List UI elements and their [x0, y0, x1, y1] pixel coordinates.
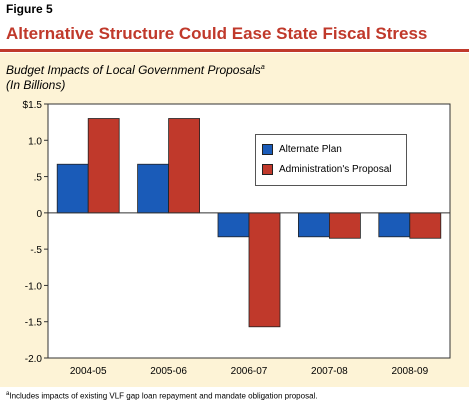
bar-administration-2005-06 — [168, 118, 201, 214]
bar-alternate-plan-2004-05 — [56, 163, 89, 214]
x-tick-label: 2006-07 — [231, 366, 268, 377]
y-tick-label: -1.0 — [25, 281, 43, 292]
chart-title-line2: (In Billions) — [6, 78, 66, 92]
x-tick-label: 2008-09 — [391, 366, 428, 377]
y-tick-label: -1.5 — [25, 318, 43, 329]
y-tick-label: 1.0 — [28, 136, 42, 147]
bar-administration-2004-05 — [87, 118, 120, 214]
bar-administration-2007-08 — [328, 212, 361, 239]
legend-item-administration: Administration's Proposal — [262, 164, 392, 175]
bar-alternate-plan-2007-08 — [297, 212, 330, 238]
x-tick-label: 2007-08 — [311, 366, 348, 377]
legend-swatch-administration — [262, 164, 273, 175]
chart-title-line1: Budget Impacts of Local Government Propo… — [6, 63, 261, 77]
y-tick-label: -.5 — [30, 245, 42, 256]
bar-administration-2008-09 — [409, 212, 442, 239]
footnote: aIncludes impacts of existing VLF gap lo… — [6, 391, 318, 401]
bar-alternate-plan-2008-09 — [378, 212, 411, 238]
chart-title-footnote-marker: a — [260, 64, 265, 71]
legend-label-alternate-plan: Alternate Plan — [279, 144, 342, 155]
chart-title: Budget Impacts of Local Government Propo… — [6, 60, 265, 93]
bar-administration-2006-07 — [248, 212, 281, 328]
chart-legend: Alternate Plan Administration's Proposal — [255, 134, 407, 186]
bar-alternate-plan-2005-06 — [137, 163, 170, 214]
legend-label-administration: Administration's Proposal — [279, 164, 392, 175]
y-tick-label: $1.5 — [23, 100, 43, 111]
y-tick-label: .5 — [34, 173, 43, 184]
x-tick-label: 2005-06 — [150, 366, 187, 377]
footnote-marker: a — [6, 391, 10, 397]
legend-swatch-alternate-plan — [262, 144, 273, 155]
figure-label: Figure 5 — [6, 2, 53, 16]
footnote-text: Includes impacts of existing VLF gap loa… — [9, 391, 318, 401]
figure-title: Alternative Structure Could Ease State F… — [6, 24, 428, 43]
y-tick-label: -2.0 — [25, 354, 43, 365]
bar-alternate-plan-2006-07 — [217, 212, 250, 238]
title-rule — [0, 49, 469, 52]
x-tick-label: 2004-05 — [70, 366, 107, 377]
legend-item-alternate-plan: Alternate Plan — [262, 144, 342, 155]
y-tick-label: 0 — [36, 209, 42, 220]
